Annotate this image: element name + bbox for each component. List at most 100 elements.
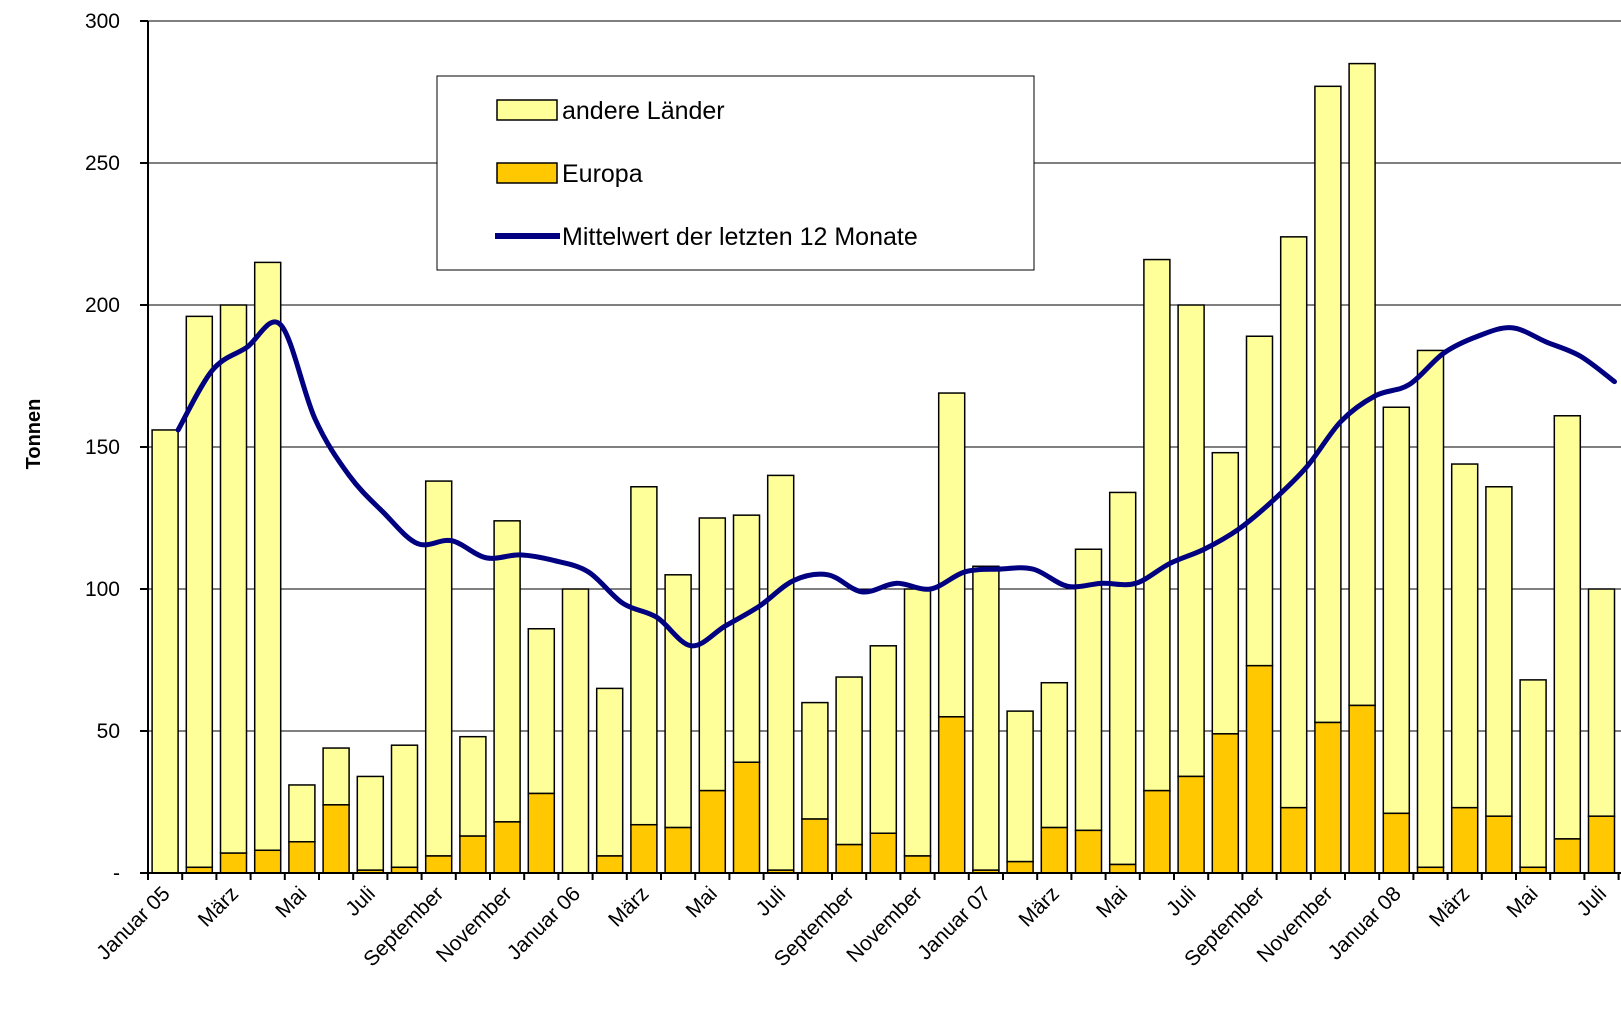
bar-europa-36 [1382, 812, 1411, 874]
bar-andere-laender-35 [1348, 62, 1376, 707]
bar-andere-laender-17 [732, 514, 761, 763]
bar-europa-10 [493, 821, 521, 874]
bar-andere-laender-12 [561, 588, 590, 874]
bar-europa-34 [1314, 721, 1342, 874]
bar-andere-laender-13 [595, 687, 624, 857]
bar-europa-31 [1211, 733, 1240, 874]
bar-europa-19 [801, 818, 829, 874]
bar-andere-laender-2 [219, 304, 248, 854]
bar-europa-38 [1450, 806, 1479, 874]
x-tick-label-7: März [604, 882, 653, 931]
bar-europa-33 [1279, 806, 1308, 874]
legend-label-andere-laender: andere Länder [562, 97, 725, 125]
bar-andere-laender-31 [1211, 451, 1240, 735]
legend-label-europa: Europa [562, 160, 643, 188]
bar-andere-laender-18 [766, 474, 795, 871]
x-tick-label-18: Januar 08 [1324, 882, 1406, 964]
bar-andere-laender-30 [1177, 304, 1205, 778]
bar-europa-20 [835, 843, 863, 874]
bar-europa-30 [1177, 775, 1205, 874]
bar-europa-35 [1348, 704, 1376, 874]
y-tick-label-200: 200 [85, 294, 120, 317]
legend-swatch-europa [496, 162, 558, 184]
bar-andere-laender-16 [698, 517, 727, 792]
bar-europa-23 [937, 716, 966, 874]
bar-europa-3 [253, 849, 282, 874]
bar-andere-laender-38 [1450, 463, 1479, 809]
x-tick-label-6: Januar 06 [503, 882, 585, 964]
bar-europa-28 [1108, 863, 1137, 874]
bar-andere-laender-10 [493, 520, 521, 823]
x-tick-labels: Januar 05 März Mai JuliSeptemberNovemberJan… [92, 882, 1611, 971]
bar-andere-laender-28 [1108, 491, 1137, 866]
bar-europa-26 [1040, 826, 1069, 874]
bar-andere-laender-42 [1587, 588, 1616, 817]
y-tick-label-0: - [113, 862, 120, 885]
bar-europa-27 [1074, 829, 1103, 874]
bar-andere-laender-19 [801, 701, 829, 820]
bar-andere-laender-8 [424, 480, 453, 857]
x-tick-label-1: März [194, 882, 243, 931]
bar-andere-laender-29 [1143, 258, 1171, 792]
bar-andere-laender-3 [253, 261, 282, 852]
bar-andere-laender-7 [390, 744, 419, 869]
bar-europa-4 [288, 841, 316, 874]
bar-andere-laender-24 [972, 565, 1000, 871]
bar-europa-22 [903, 855, 932, 874]
bar-andere-laender-20 [835, 676, 863, 846]
bar-andere-laender-0 [151, 429, 179, 874]
y-tick-label-50: 50 [97, 720, 120, 743]
y-tick-label-250: 250 [85, 152, 120, 175]
y-tick-label-150: 150 [85, 436, 120, 459]
bar-andere-laender-25 [1006, 710, 1034, 863]
bar-andere-laender-32 [1245, 335, 1274, 667]
x-tick-label-9: Juli [752, 882, 791, 921]
bar-andere-laender-21 [869, 645, 898, 834]
bar-andere-laender-4 [288, 784, 316, 843]
y-tick-labels: - 50 100 150 200 250 300 [85, 10, 120, 885]
bar-andere-laender-11 [527, 628, 556, 795]
x-tick-label-8: Mai [682, 882, 722, 922]
bar-andere-laender-22 [903, 588, 932, 857]
x-tick-label-14: Mai [1092, 882, 1132, 922]
x-tick-label-3: Juli [341, 882, 380, 921]
bar-andere-laender-26 [1040, 681, 1069, 829]
bar-europa-21 [869, 832, 898, 874]
bar-andere-laender-36 [1382, 406, 1411, 815]
axes [140, 20, 1621, 880]
bar-europa-13 [595, 855, 624, 874]
bar-andere-laender-9 [459, 735, 487, 837]
bar-andere-laender-40 [1519, 679, 1547, 869]
legend: andere Länder Europa Mittelwert der letz… [436, 75, 1035, 271]
bar-andere-laender-34 [1314, 85, 1342, 724]
x-tick-label-20: Mai [1502, 882, 1542, 922]
bar-europa-15 [664, 826, 692, 874]
bar-europa-42 [1587, 815, 1616, 874]
bar-europa-5 [322, 804, 350, 874]
bar-europa-8 [424, 855, 453, 874]
legend-label-mittelwert: Mittelwert der letzten 12 Monate [562, 223, 918, 251]
bar-andere-laender-37 [1416, 349, 1445, 869]
bar-andere-laender-6 [356, 775, 385, 871]
bar-europa-11 [527, 792, 556, 874]
bar-andere-laender-15 [664, 574, 692, 829]
bar-europa-25 [1006, 860, 1034, 874]
x-tick-label-13: März [1015, 882, 1064, 931]
bar-europa-16 [698, 789, 727, 874]
bar-europa-29 [1143, 789, 1171, 874]
bar-europa-41 [1553, 838, 1582, 874]
bar-europa-9 [459, 835, 487, 874]
x-tick-label-15: Juli [1162, 882, 1201, 921]
bar-andere-laender-33 [1279, 236, 1308, 809]
bar-andere-laender-14 [630, 486, 658, 826]
legend-swatch-andere-laender [496, 99, 558, 121]
bar-andere-laender-5 [322, 747, 350, 806]
bar-andere-laender-23 [937, 392, 966, 718]
y-tick-label-300: 300 [85, 10, 120, 33]
bar-europa-39 [1485, 815, 1513, 874]
bar-andere-laender-1 [185, 315, 214, 869]
x-tick-label-2: Mai [271, 882, 311, 922]
bar-europa-32 [1245, 664, 1274, 874]
mittelwert-line [175, 319, 1617, 649]
